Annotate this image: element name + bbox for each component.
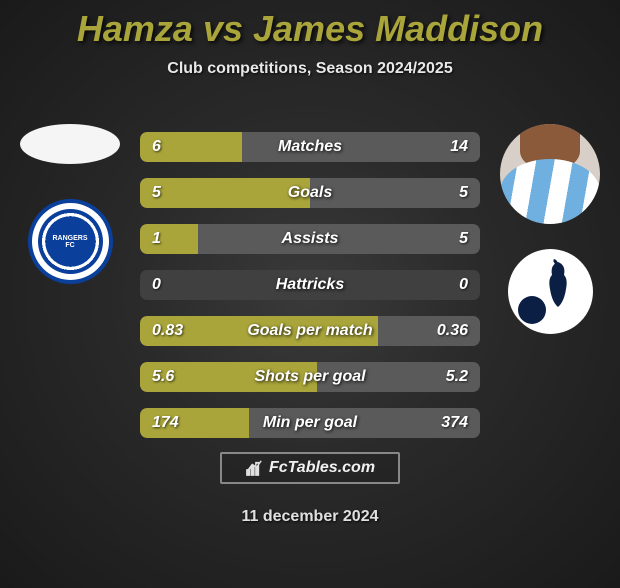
stat-value-right: 5 bbox=[447, 178, 480, 208]
stat-value-left: 0.83 bbox=[140, 316, 195, 346]
player1-avatar bbox=[20, 124, 120, 164]
rangers-badge-text: RANGERSFC bbox=[52, 235, 87, 249]
stat-row: 5.65.2Shots per goal bbox=[140, 362, 480, 392]
chart-icon bbox=[245, 459, 263, 477]
left-player-column: RANGERSFC bbox=[10, 124, 130, 284]
stat-row: 55Goals bbox=[140, 178, 480, 208]
stat-value-right: 374 bbox=[429, 408, 480, 438]
stat-value-left: 1 bbox=[140, 224, 173, 254]
stat-value-right: 14 bbox=[438, 132, 480, 162]
stats-container: 614Matches55Goals15Assists00Hattricks0.8… bbox=[140, 132, 480, 454]
football-icon bbox=[518, 296, 546, 324]
stat-row: 0 0Hattricks bbox=[140, 270, 480, 300]
stat-value-left: 5.6 bbox=[140, 362, 186, 392]
stat-label: Hattricks bbox=[140, 270, 480, 300]
stat-row: 174374Min per goal bbox=[140, 408, 480, 438]
stat-row: 0.830.36Goals per match bbox=[140, 316, 480, 346]
player2-club-badge bbox=[508, 249, 593, 334]
stat-row: 15Assists bbox=[140, 224, 480, 254]
subtitle: Club competitions, Season 2024/2025 bbox=[0, 60, 620, 78]
stat-row: 614Matches bbox=[140, 132, 480, 162]
player1-club-badge: RANGERSFC bbox=[28, 199, 113, 284]
page-title: Hamza vs James Maddison bbox=[0, 8, 620, 50]
vs-text: vs bbox=[203, 8, 243, 49]
date-text: 11 december 2024 bbox=[0, 508, 620, 526]
right-player-column bbox=[490, 124, 610, 334]
player2-avatar bbox=[500, 124, 600, 224]
branding-text: FcTables.com bbox=[269, 459, 375, 477]
stat-value-right: 5.2 bbox=[434, 362, 480, 392]
stat-value-right: 0.36 bbox=[425, 316, 480, 346]
stat-value-left: 174 bbox=[140, 408, 191, 438]
player2-name: James Maddison bbox=[253, 8, 543, 49]
branding-badge: FcTables.com bbox=[220, 452, 400, 484]
stat-value-right: 5 bbox=[447, 224, 480, 254]
stat-value-left: 5 bbox=[140, 178, 173, 208]
stat-bar-right bbox=[198, 224, 480, 254]
stat-value-right: 0 bbox=[447, 270, 480, 300]
stat-value-left: 6 bbox=[140, 132, 173, 162]
stat-value-left: 0 bbox=[140, 270, 173, 300]
player1-name: Hamza bbox=[77, 8, 193, 49]
